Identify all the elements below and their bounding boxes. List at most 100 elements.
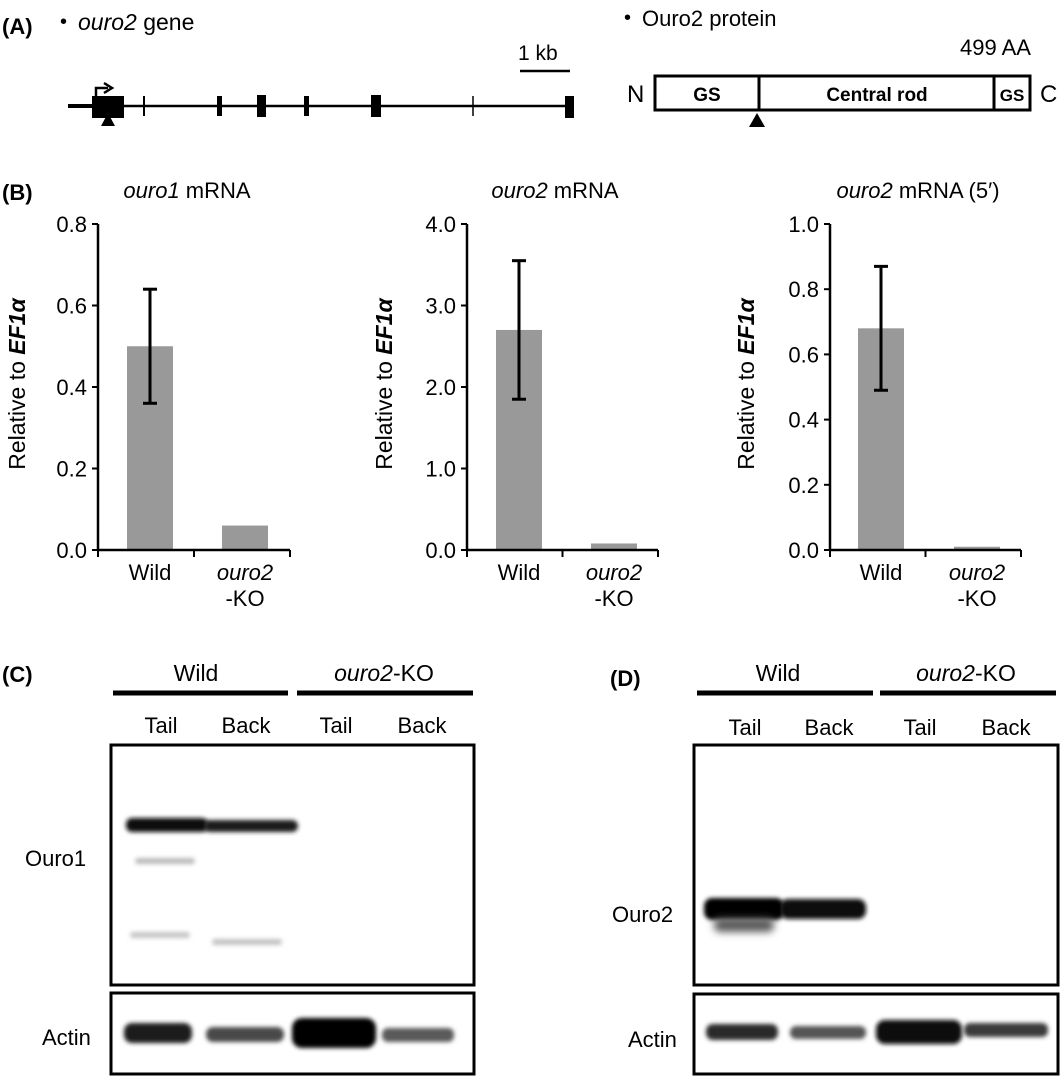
chart-3-title: ouro2 mRNA (5′): [836, 178, 999, 203]
chart-2-y-tick-label-5: 4.0: [425, 212, 456, 237]
chart-2-title-rest: mRNA: [548, 178, 619, 203]
chart-3-y-tick-label-5: 0.8: [788, 277, 819, 302]
band-actin-d-4: [964, 1023, 1048, 1037]
chart-2-xlabel-wild: Wild: [498, 560, 541, 585]
chart-1-xlabel-ko-line2: -KO: [225, 586, 264, 611]
chart-2-y-tick-label-2: 1.0: [425, 457, 456, 482]
chart-2-title-gene: ouro2: [491, 178, 547, 203]
protein-title: Ouro2 protein: [642, 6, 777, 31]
chart-1-ylabel: Relative to EF1α: [4, 297, 30, 470]
chart-2-ylabel-gene: EF1α: [371, 297, 397, 355]
chart-2-xlabel-ko: ouro2 -KO: [586, 560, 642, 611]
blot-c-lane-1: Tail: [144, 713, 177, 738]
chart-2-title: ouro2 mRNA: [491, 178, 618, 203]
gene-title: ouro2 gene: [78, 9, 194, 35]
blot-c-lane-2: Back: [222, 713, 272, 738]
chart-2-plot: 0.0 1.0 2.0 3.0 4.0: [425, 212, 659, 563]
blot-d-group-ko-gene: ouro2: [916, 660, 975, 686]
blot-d-group-ko-suffix: -KO: [975, 660, 1016, 686]
band-ouro1-wild-tail: [126, 818, 208, 832]
scale-bar-label: 1 kb: [518, 42, 558, 65]
chart-2-y-tick-label-1: 0.0: [425, 538, 456, 563]
protein-c-terminus: C: [1040, 81, 1057, 108]
chart-3-y-tick-label-1: 0.0: [788, 538, 819, 563]
blot-d-main-frame: [692, 743, 1060, 987]
chart-3-ylabel-gene: EF1α: [733, 297, 759, 355]
chart-1-xlabel-wild: Wild: [129, 560, 172, 585]
panel-c-label: (C): [2, 662, 33, 687]
band-ouro1-faint-2: [130, 932, 190, 938]
gene-title-suffix: gene: [137, 9, 195, 35]
exon-4: [257, 95, 266, 117]
domain-central-rod: Central rod: [826, 85, 927, 106]
gene-structure: • ouro2 gene 1 kb: [60, 9, 574, 126]
blot-c-main-frame: [109, 743, 476, 987]
blot-c-group-ko-suffix: -KO: [393, 660, 434, 686]
chart-1-title-rest: mRNA: [180, 178, 251, 203]
protein-site-triangle-icon: [749, 113, 765, 127]
chart-3-y-tick-label-2: 0.2: [788, 473, 819, 498]
chart-1-title-gene: ouro1: [123, 178, 179, 203]
band-ouro2-wild-tail-lower: [714, 918, 774, 932]
chart-3-xlabel-ko: ouro2 -KO: [949, 560, 1005, 611]
panel-a-label: (A): [2, 14, 33, 39]
chart-3-ylabel-prefix: Relative to: [733, 355, 759, 470]
blot-c-group-wild: Wild: [174, 660, 219, 686]
chart-3-y-tick-label-3: 0.4: [788, 408, 819, 433]
blot-c-control-label: Actin: [42, 1025, 91, 1050]
chart-3-xlabel-wild: Wild: [860, 560, 903, 585]
band-ouro2-wild-back: [780, 899, 866, 919]
blot-d-control-label: Actin: [628, 1027, 677, 1052]
blot-d-group-ko: ouro2-KO: [916, 660, 1016, 686]
tss-arrowhead-icon: [103, 81, 115, 95]
exon-3: [217, 96, 222, 116]
blot-c-main-label: Ouro1: [25, 846, 86, 871]
chart-1-xlabel-ko: ouro2 -KO: [217, 560, 273, 611]
target-site-triangle-icon: [101, 113, 115, 126]
band-actin-c-4: [382, 1028, 454, 1042]
chart-2-y-tick-label-4: 3.0: [425, 294, 456, 319]
blot-d-main-bands: [704, 898, 866, 932]
band-actin-c-1: [124, 1023, 192, 1043]
panel-b-label: (B): [2, 180, 33, 205]
chart-1-y-tick-label-3: 0.4: [56, 375, 87, 400]
protein-bullet: •: [624, 7, 631, 29]
chart-3-title-rest: mRNA (5′): [893, 178, 1000, 203]
chart-3-bar-2: [954, 546, 1000, 550]
band-actin-d-2: [790, 1026, 866, 1039]
chart-1-y-tick-label-1: 0.0: [56, 538, 87, 563]
chart-1-ylabel-prefix: Relative to: [4, 355, 30, 470]
bar-chart-3: ouro2 mRNA (5′) Relative to EF1α 0.0 0.2 0…: [733, 178, 1022, 611]
band-ouro1-wild-back: [204, 820, 298, 832]
gene-title-name: ouro2: [78, 9, 137, 35]
band-ouro1-faint-1: [135, 858, 195, 864]
blot-d-lane-3: Tail: [903, 715, 936, 740]
western-blot-c: (C) Wild ouro2-KO Tail Back Tail Back Ou…: [2, 660, 476, 1076]
chart-3-xlabel-ko-line1: ouro2: [949, 560, 1005, 585]
blot-d-main-label: Ouro2: [612, 902, 673, 927]
domain-gs-right: GS: [1000, 86, 1025, 105]
chart-1-plot: 0.0 0.2 0.4 0.6 0.8: [56, 212, 291, 563]
band-actin-c-3: [292, 1018, 376, 1048]
blot-c-group-ko-gene: ouro2: [334, 660, 393, 686]
blot-c-lane-4: Back: [398, 713, 448, 738]
exon-1: [92, 96, 124, 118]
gene-bullet: •: [60, 11, 67, 33]
chart-1-ylabel-gene: EF1α: [4, 297, 30, 355]
domain-gs-left: GS: [693, 85, 720, 106]
band-ouro1-faint-3: [212, 939, 282, 945]
chart-2-ylabel: Relative to EF1α: [371, 297, 397, 470]
blot-d-lane-2: Back: [805, 715, 855, 740]
blot-c-main-bands: [126, 818, 298, 945]
blot-c-lane-3: Tail: [319, 713, 352, 738]
band-actin-d-1: [706, 1024, 778, 1040]
chart-2-ylabel-prefix: Relative to: [371, 355, 397, 470]
chart-2-bar-2: [591, 543, 637, 550]
chart-3-ylabel: Relative to EF1α: [733, 297, 759, 470]
chart-1-y-tick-label-4: 0.6: [56, 294, 87, 319]
chart-1-title: ouro1 mRNA: [123, 178, 250, 203]
chart-1-y-tick-label-5: 0.8: [56, 212, 87, 237]
chart-3-y-tick-label-6: 1.0: [788, 212, 819, 237]
blot-c-group-ko: ouro2-KO: [334, 660, 434, 686]
